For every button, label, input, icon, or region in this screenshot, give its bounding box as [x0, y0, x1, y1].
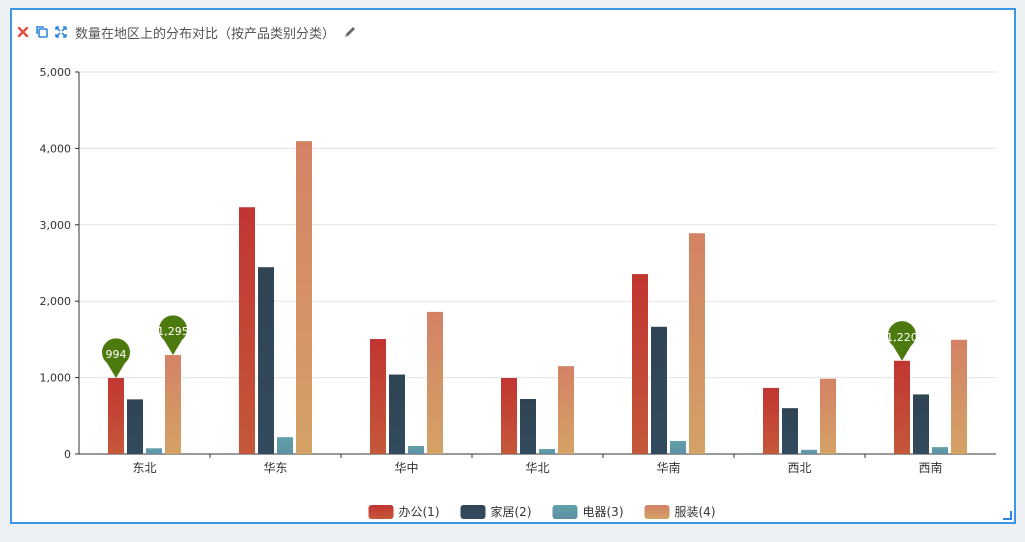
bar — [108, 378, 124, 454]
bar — [913, 394, 929, 454]
legend-swatch — [644, 505, 670, 519]
legend-item[interactable]: 服装(4) — [644, 505, 716, 519]
bar — [239, 207, 255, 454]
bar — [408, 445, 424, 454]
x-tick-label: 东北 — [132, 461, 156, 475]
x-tick-label: 西南 — [918, 460, 942, 475]
bar — [370, 339, 386, 454]
bar — [501, 377, 517, 454]
bar — [146, 448, 162, 454]
bar-chart: 0 1,000 2,000 3,000 4,000 5,000 东北 华东 华中 华北 华南 西北 西南… — [40, 66, 996, 519]
bar — [670, 441, 686, 454]
y-tick-label: 3,000 — [40, 219, 72, 232]
bar — [389, 374, 405, 454]
x-tick-label: 华东 — [263, 461, 287, 475]
bar — [801, 449, 817, 454]
legend-label: 服装(4) — [675, 505, 716, 519]
bar — [651, 326, 667, 454]
x-tick-label: 华南 — [656, 460, 680, 475]
bar — [127, 399, 143, 454]
y-tick-label: 1,000 — [40, 372, 72, 385]
edit-icon[interactable] — [343, 25, 357, 39]
bar — [427, 311, 443, 454]
bar — [277, 437, 293, 454]
bar — [932, 447, 948, 454]
legend-label: 家居(2) — [491, 504, 532, 519]
bar — [520, 398, 536, 454]
y-tick-label: 2,000 — [40, 295, 72, 308]
bar — [951, 339, 967, 454]
value-marker: 994 — [102, 338, 130, 379]
marker-label: 1,295 — [157, 325, 189, 338]
x-tick-label: 西北 — [787, 461, 811, 475]
legend-item[interactable]: 办公(1) — [368, 504, 440, 519]
y-tick-label: 0 — [64, 448, 71, 461]
marker-label: 994 — [106, 348, 127, 361]
legend-item[interactable]: 家居(2) — [460, 504, 532, 519]
bar — [165, 355, 181, 454]
y-tick-label: 4,000 — [40, 142, 72, 155]
marker-label: 1,220 — [886, 331, 918, 344]
bar — [763, 387, 779, 454]
legend-swatch — [552, 505, 578, 519]
legend-swatch — [460, 505, 486, 519]
copy-icon[interactable] — [35, 25, 49, 39]
legend-swatch — [368, 505, 394, 519]
chart-title: 数量在地区上的分布对比（按产品类别分类） — [75, 26, 336, 42]
marker-pin — [159, 315, 187, 356]
bar — [689, 233, 705, 454]
chart-panel: 数量在地区上的分布对比（按产品类别分类） 0 1,000 2,000 3,000 4,0… — [10, 8, 1016, 524]
marker-pin — [888, 321, 917, 361]
close-icon[interactable] — [16, 25, 30, 39]
y-tick-label: 5,000 — [40, 66, 72, 79]
marker-pin — [102, 338, 130, 379]
legend-label: 电器(3) — [583, 505, 624, 519]
legend-label: 办公(1) — [399, 504, 440, 519]
panel-toolbar: 数量在地区上的分布对比（按产品类别分类） — [16, 22, 362, 42]
bar — [632, 274, 648, 454]
legend-item[interactable]: 电器(3) — [552, 505, 624, 519]
bar — [558, 366, 574, 454]
bar — [296, 141, 312, 454]
resize-handle-icon[interactable] — [1002, 510, 1012, 520]
bar — [258, 267, 274, 454]
value-marker: 1,220 — [886, 321, 918, 361]
x-tick-label: 华中 — [394, 460, 418, 475]
value-marker: 1,295 — [157, 315, 189, 356]
expand-icon[interactable] — [54, 25, 68, 39]
x-tick-label: 华北 — [525, 461, 549, 475]
bar — [539, 449, 555, 454]
bar — [894, 360, 910, 454]
bar — [820, 378, 836, 454]
bar — [782, 408, 798, 454]
